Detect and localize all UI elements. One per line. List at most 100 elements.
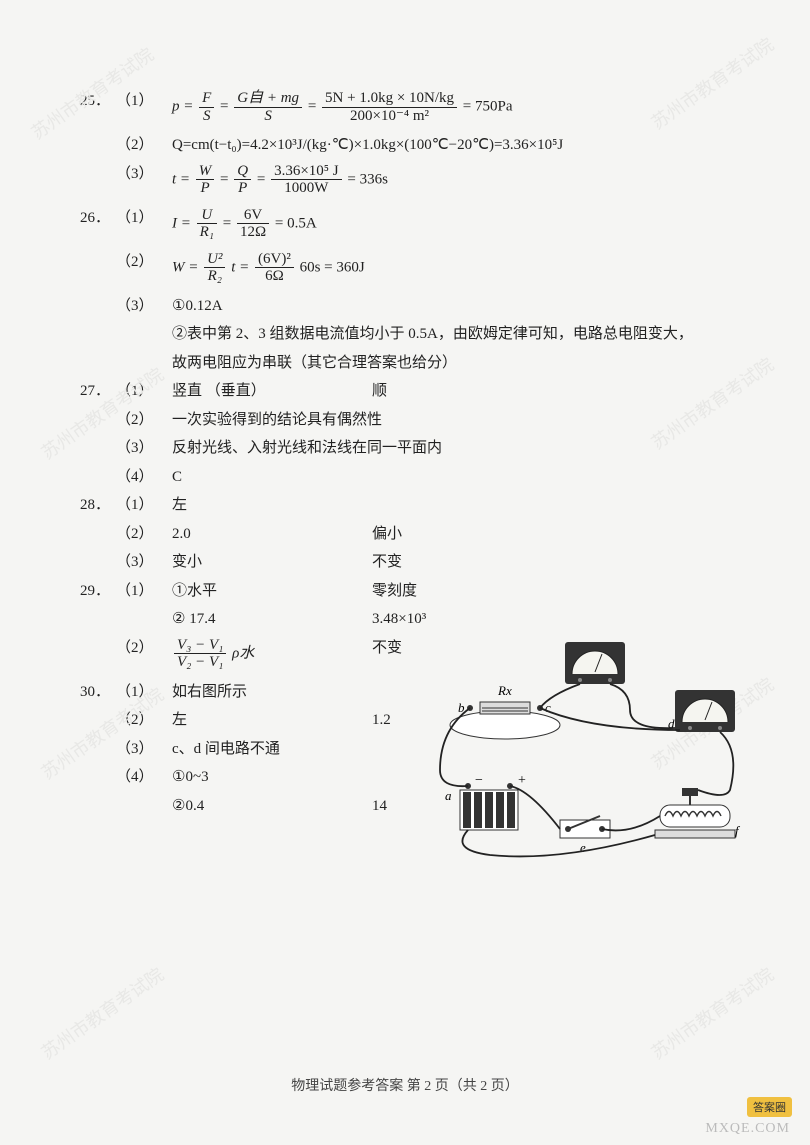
qnum-25: 25． bbox=[80, 90, 116, 113]
frac-num: U² bbox=[204, 251, 225, 269]
sub: （4） bbox=[116, 466, 172, 489]
label-a: a bbox=[445, 788, 452, 803]
sub: （1） bbox=[116, 580, 172, 603]
q28-part2: （2） 2.0偏小 bbox=[80, 523, 740, 546]
sub: （2） bbox=[116, 523, 172, 546]
eq-text: Q=cm(t−t₀)=4.2×10³J/(kg·℃)×1.0kg×(100℃−2… bbox=[172, 134, 740, 157]
sub: （1） bbox=[116, 380, 172, 403]
answer-text: ①水平 bbox=[172, 580, 372, 603]
q26-part3-line3: 故两电阻应为串联（其它合理答案也给分） bbox=[80, 352, 740, 375]
frac-num: (6V)² bbox=[255, 251, 294, 269]
frac-den: 12Ω bbox=[237, 224, 269, 241]
answer-text: 变小 bbox=[172, 551, 372, 574]
label-rx: Rx bbox=[497, 683, 512, 698]
answer-text: ②0.4 bbox=[172, 795, 372, 818]
q28-part3: （3） 变小不变 bbox=[80, 551, 740, 574]
q27-part3: （3） 反射光线、入射光线和法线在同一平面内 bbox=[80, 437, 740, 460]
frac-num: V₃ − V₁ bbox=[174, 637, 226, 655]
q25-part3: （3） t = WP = QP = 3.36×10⁵ J1000W = 336s bbox=[80, 163, 740, 197]
sub: （2） bbox=[116, 409, 172, 432]
frac-den: R₂ bbox=[204, 268, 225, 285]
answer-text: 竖直 （垂直） bbox=[172, 380, 372, 403]
switch-icon bbox=[560, 816, 610, 838]
qnum-28: 28． bbox=[80, 494, 116, 517]
eq-text: = bbox=[257, 171, 265, 187]
frac-num: 6V bbox=[237, 207, 269, 225]
frac-den: S bbox=[199, 108, 214, 125]
answer-text: 偏小 bbox=[372, 523, 740, 546]
sub: （2） bbox=[116, 709, 172, 732]
answer-text: 一次实验得到的结论具有偶然性 bbox=[172, 409, 740, 432]
frac-num: Q bbox=[234, 163, 251, 181]
q26-part3-line2: ②表中第 2、3 组数据电流值均小于 0.5A，由欧姆定律可知，电路总电阻变大， bbox=[80, 323, 740, 346]
q27-part1: 27． （1） 竖直 （垂直）顺 bbox=[80, 380, 740, 403]
eq-text: ρ水 bbox=[232, 645, 254, 661]
frac-den: S bbox=[234, 108, 302, 125]
resistor-rx bbox=[450, 702, 560, 739]
sub: （3） bbox=[116, 437, 172, 460]
frac-num: 5N + 1.0kg × 10N/kg bbox=[322, 90, 457, 108]
frac-num: U bbox=[197, 207, 217, 225]
q29-part1b: ② 17.43.48×10³ bbox=[80, 608, 740, 631]
eq-result: 60s = 360J bbox=[300, 259, 365, 275]
eq-text: = bbox=[223, 215, 231, 231]
frac-num: G自 + mg bbox=[234, 90, 302, 108]
sub: （2） bbox=[116, 251, 172, 274]
answer-text: 不变 bbox=[372, 551, 740, 574]
label-minus: − bbox=[475, 773, 483, 788]
answer-text: 2.0 bbox=[172, 523, 372, 546]
sub: （1） bbox=[116, 681, 172, 704]
frac-den: R₁ bbox=[197, 224, 217, 241]
frac-num: 3.36×10⁵ J bbox=[271, 163, 342, 181]
eq-result: = 0.5A bbox=[275, 215, 317, 231]
qnum-29: 29． bbox=[80, 580, 116, 603]
frac-den: P bbox=[196, 180, 215, 197]
eq-text: W = bbox=[172, 259, 198, 275]
sub: （1） bbox=[116, 207, 172, 230]
eq-text: = bbox=[220, 98, 228, 114]
frac-den: 6Ω bbox=[255, 268, 294, 285]
frac-den: P bbox=[234, 180, 251, 197]
eq-text: I = bbox=[172, 215, 191, 231]
q26-part1: 26． （1） I = UR₁ = 6V12Ω = 0.5A bbox=[80, 207, 740, 241]
label-plus: + bbox=[518, 773, 526, 788]
q27-part4: （4） C bbox=[80, 466, 740, 489]
sub: （2） bbox=[116, 134, 172, 157]
q25-part1: 25． （1） p = FS = G自 + mgS = 5N + 1.0kg ×… bbox=[80, 90, 740, 124]
answer-text: C bbox=[172, 466, 740, 489]
exam-answer-page: 苏州市教育考试院 苏州市教育考试院 苏州市教育考试院 苏州市教育考试院 苏州市教… bbox=[0, 0, 810, 1145]
frac-num: W bbox=[196, 163, 215, 181]
qnum-27: 27． bbox=[80, 380, 116, 403]
badge-answer: 答案圈 bbox=[747, 1097, 792, 1117]
eq-text: t = bbox=[231, 259, 249, 275]
sub: （3） bbox=[116, 738, 172, 761]
q29-part1a: 29． （1） ①水平零刻度 bbox=[80, 580, 740, 603]
sub: （1） bbox=[116, 494, 172, 517]
answer-text: ①0~3 bbox=[172, 766, 372, 789]
frac-num: F bbox=[199, 90, 214, 108]
site-logo: MXQE.COM bbox=[705, 1121, 790, 1137]
page-footer: 物理试题参考答案 第 2 页（共 2 页） bbox=[0, 1075, 810, 1095]
frac-den: 1000W bbox=[271, 180, 342, 197]
answer-text: ①0.12A bbox=[172, 295, 740, 318]
answer-text: 顺 bbox=[372, 380, 740, 403]
voltmeter-icon bbox=[565, 642, 625, 684]
sub: （3） bbox=[116, 551, 172, 574]
label-f: f bbox=[735, 823, 741, 838]
qnum-26: 26． bbox=[80, 207, 116, 230]
watermark: 苏州市教育考试院 bbox=[36, 961, 169, 1065]
sub: （3） bbox=[116, 295, 172, 318]
eq-result: = 750Pa bbox=[463, 98, 513, 114]
qnum-30: 30． bbox=[80, 681, 116, 704]
frac-den: 200×10⁻⁴ m² bbox=[322, 108, 457, 125]
answer-text: 左 bbox=[172, 709, 372, 732]
eq-text: = bbox=[308, 98, 316, 114]
answer-text: ②表中第 2、3 组数据电流值均小于 0.5A，由欧姆定律可知，电路总电阻变大， bbox=[172, 323, 740, 346]
sub: （1） bbox=[116, 90, 172, 113]
answer-text: 3.48×10³ bbox=[372, 608, 740, 631]
watermark: 苏州市教育考试院 bbox=[646, 961, 779, 1065]
eq-text: = bbox=[220, 171, 228, 187]
answer-text: 故两电阻应为串联（其它合理答案也给分） bbox=[172, 352, 740, 375]
eq-text: t = bbox=[172, 171, 190, 187]
answer-text: 左 bbox=[172, 494, 372, 517]
